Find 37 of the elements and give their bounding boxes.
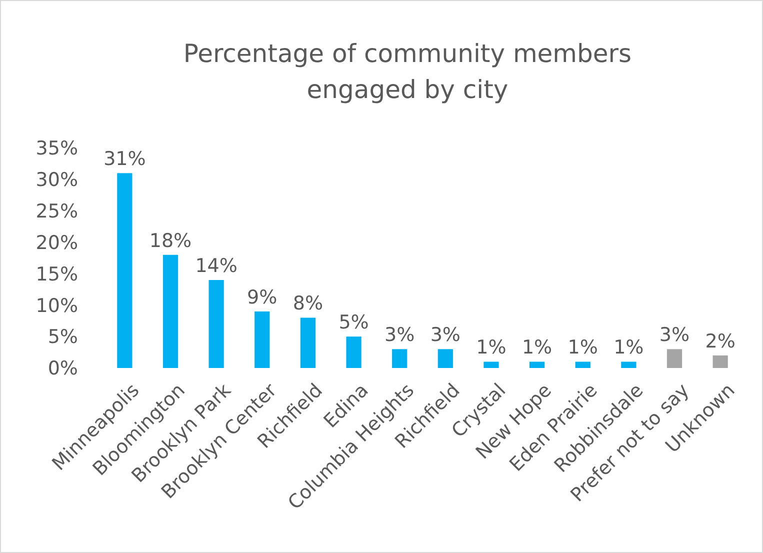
bar [712,355,728,368]
data-label: 14% [195,255,238,277]
data-label: 18% [149,230,192,252]
data-label: 5% [338,312,369,334]
y-tick-label: 15% [36,263,78,286]
bar [529,362,545,368]
data-label: 1% [522,336,552,359]
y-tick-label: 5% [48,326,78,348]
bar [346,336,362,368]
y-tick-label: 35% [36,138,78,160]
data-label: 2% [705,330,736,352]
y-tick-label: 10% [36,294,78,317]
bar [208,280,224,368]
data-label: 1% [476,336,506,359]
data-label: 9% [247,286,278,308]
y-tick-label: 30% [36,169,78,192]
bar [254,311,270,368]
data-label: 3% [384,324,415,346]
bar [117,173,132,368]
bar [392,349,408,368]
chart-title: Percentage of community members engaged by city [183,39,632,104]
data-label: 8% [292,292,324,315]
y-tick-label: 0% [48,358,78,380]
bar [162,254,178,368]
bar [300,318,316,368]
data-label: 1% [614,336,644,359]
data-label: 3% [659,324,690,346]
data-label: 3% [430,324,460,346]
bar [575,362,590,368]
data-label: 31% [104,148,146,170]
bar [484,362,499,368]
bar [438,349,453,368]
bar [666,349,682,368]
y-tick-label: 20% [36,232,78,254]
bar [621,362,636,368]
y-tick-label: 25% [36,200,78,223]
data-label: 1% [568,336,598,359]
